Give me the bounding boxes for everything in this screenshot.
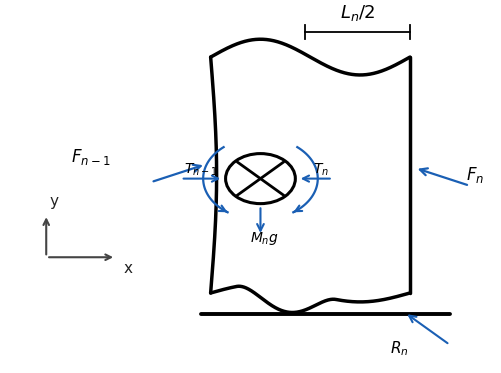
Text: $L_n/2$: $L_n/2$: [340, 3, 375, 23]
Text: $T_n$: $T_n$: [313, 162, 329, 178]
Text: $F_n$: $F_n$: [465, 165, 484, 185]
Text: $T_{n-1}$: $T_{n-1}$: [184, 162, 218, 178]
Text: $F_{n-1}$: $F_{n-1}$: [71, 147, 111, 167]
Text: x: x: [123, 261, 132, 276]
Text: y: y: [49, 194, 58, 209]
Text: $M_ng$: $M_ng$: [250, 231, 279, 247]
Text: $R_n$: $R_n$: [390, 339, 409, 358]
